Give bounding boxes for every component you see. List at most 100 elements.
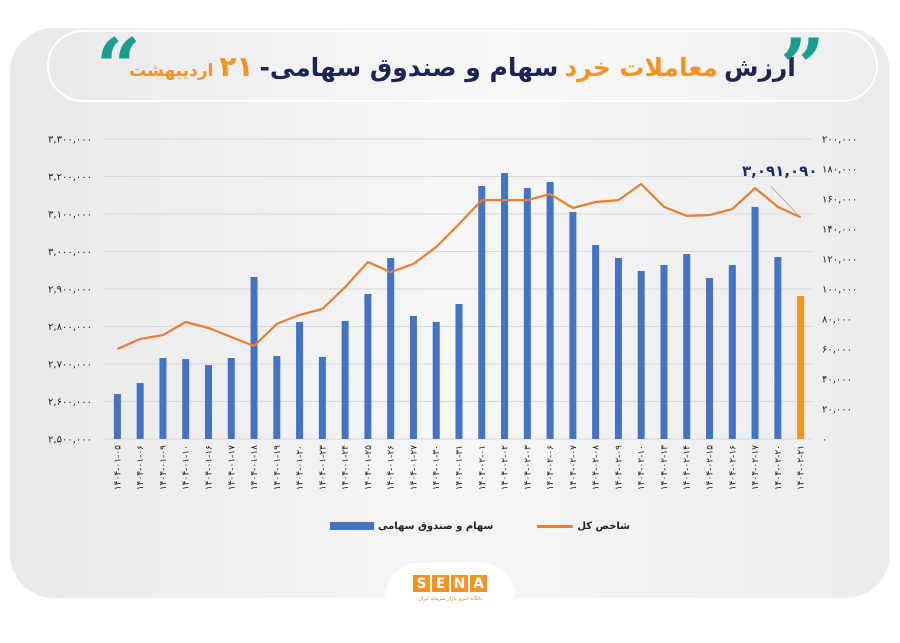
legend-bar-label: سهام و صندوق سهامی [378, 520, 494, 532]
bar [432, 322, 440, 439]
title-part-1: ارزش [723, 52, 796, 82]
left-axis-tick: ۲,۶۰۰,۰۰۰ [48, 397, 92, 408]
bar [250, 277, 258, 439]
bar [523, 188, 531, 439]
right-axis-tick: ۰ [822, 435, 827, 446]
left-axis-tick: ۳,۳۰۰,۰۰۰ [48, 135, 92, 146]
left-axis-tick: ۲,۸۰۰,۰۰۰ [48, 322, 92, 333]
x-axis-tick: ۱۴۰۴-۰۱-۲۳ [318, 445, 328, 490]
annotation-label: ۳,۰۹۱,۰۹۰ [742, 162, 817, 180]
sena-logo: S E N A [413, 575, 487, 592]
bar [614, 257, 622, 439]
x-axis-tick: ۱۴۰۴-۰۱-۲۷ [409, 445, 419, 490]
left-axis-tick: ۲,۷۰۰,۰۰۰ [48, 360, 92, 371]
bar [227, 358, 235, 439]
bar [774, 257, 782, 439]
x-axis-tick: ۱۴۰۴-۰۱-۲۵ [364, 445, 374, 490]
x-axis-tick: ۱۴۰۴-۰۱-۳۰ [432, 445, 442, 490]
x-axis-tick: ۱۴۰۴-۰۲-۰۲ [501, 445, 511, 490]
title-part-2: معاملات خرد [564, 52, 718, 82]
bar [341, 320, 349, 439]
bar [592, 245, 600, 439]
chart-panel [10, 28, 890, 598]
x-axis-tick: ۱۴۰۴-۰۱-۱۶ [204, 445, 214, 490]
left-axis-tick: ۳,۱۰۰,۰۰۰ [48, 210, 92, 221]
right-axis-tick: ۴۰,۰۰۰ [822, 375, 852, 386]
bar [364, 293, 372, 439]
chart-legend: شاخص کل سهام و صندوق سهامی [330, 516, 630, 536]
x-axis-tick: ۱۴۰۴-۰۲-۱۵ [706, 445, 716, 490]
legend-bar-swatch [330, 522, 374, 530]
legend-item-line: شاخص کل [537, 521, 630, 532]
x-axis-tick: ۱۴۰۴-۰۱-۳۱ [455, 445, 465, 490]
x-axis-tick: ۱۴۰۴-۰۲-۲۱ [797, 445, 807, 490]
bar [113, 394, 121, 439]
annotation-leader [770, 185, 799, 216]
x-axis-tick: ۱۴۰۴-۰۲-۱۷ [751, 445, 761, 490]
right-axis-tick: ۲۰,۰۰۰ [822, 405, 852, 416]
bar [478, 185, 486, 439]
bar [204, 365, 212, 439]
x-axis-tick: ۱۴۰۴-۰۲-۱۶ [728, 445, 738, 490]
legend-line-swatch [537, 524, 574, 528]
right-axis-tick: ۱۴۰,۰۰۰ [822, 225, 857, 236]
x-axis-tick: ۱۴۰۴-۰۲-۰۷ [569, 445, 579, 490]
bar [637, 271, 645, 439]
x-axis-tick: ۱۴۰۴-۰۲-۰۳ [523, 445, 533, 490]
x-axis-tick: ۱۴۰۴-۰۲-۰۸ [592, 445, 602, 490]
right-axis-tick: ۱۰۰,۰۰۰ [822, 285, 857, 296]
left-axis-tick: ۳,۲۰۰,۰۰۰ [48, 172, 92, 183]
x-axis-tick: ۱۴۰۴-۰۲-۰۹ [614, 445, 624, 490]
x-axis-tick: ۱۴۰۴-۰۱-۰۹ [159, 445, 169, 490]
quote-close-icon: ” [780, 22, 825, 113]
bar [660, 265, 668, 439]
x-axis-tick: ۱۴۰۴-۰۲-۱۰ [637, 445, 647, 490]
logo-letter: S [413, 575, 430, 592]
x-axis-tick: ۱۴۰۴-۰۱-۱۹ [273, 445, 283, 490]
combo-chart: ۲,۵۰۰,۰۰۰ ۲,۶۰۰,۰۰۰ ۲,۷۰۰,۰۰۰ ۲,۸۰۰,۰۰۰ ۲,۹۰… [48, 135, 857, 491]
x-axis-tick: ۱۴۰۴-۰۱-۲۶ [387, 445, 397, 490]
bar [797, 296, 805, 439]
bar [296, 322, 304, 439]
title-banner: ارزش معاملات خرد سهام و صندوق سهامی- ۲۱ … [47, 30, 878, 102]
bar [273, 356, 281, 439]
left-axis-tick: ۲,۵۰۰,۰۰۰ [48, 435, 92, 446]
x-axis-tick: ۱۴۰۴-۰۱-۲۰ [296, 445, 306, 490]
x-axis-tick: ۱۴۰۴-۰۲-۱۴ [683, 445, 693, 490]
legend-line-label: شاخص کل [577, 520, 630, 532]
x-axis-tick: ۱۴۰۴-۰۲-۰۱ [478, 445, 488, 490]
bar [409, 316, 417, 439]
logo-subtitle: پایگاه خبری بازار سرمایه ایران [418, 596, 482, 602]
left-axis-tick: ۲,۹۰۰,۰۰۰ [48, 285, 92, 296]
bar [159, 358, 167, 439]
x-axis-tick: ۱۴۰۴-۰۱-۰۵ [113, 445, 123, 490]
bar [387, 257, 395, 439]
x-axis-tick: ۱۴۰۴-۰۱-۲۴ [341, 445, 351, 490]
x-axis-tick: ۱۴۰۴-۰۲-۲۰ [774, 445, 784, 490]
bar [728, 265, 736, 439]
bar [546, 182, 554, 440]
page-title: ارزش معاملات خرد سهام و صندوق سهامی- ۲۱ … [129, 50, 796, 83]
bar [136, 383, 144, 439]
bar [751, 206, 759, 439]
right-axis-tick: ۱۸۰,۰۰۰ [822, 165, 857, 176]
right-axis-tick: ۲۰۰,۰۰۰ [822, 135, 857, 146]
x-axis-tick: ۱۴۰۴-۰۱-۱۸ [250, 445, 260, 490]
right-axis-tick: ۶۰,۰۰۰ [822, 345, 852, 356]
index-line [116, 182, 802, 351]
bar [455, 304, 463, 439]
logo-letter: A [470, 575, 487, 592]
right-axis-tick: ۱۶۰,۰۰۰ [822, 195, 857, 206]
x-axis-tick: ۱۴۰۴-۰۲-۱۳ [660, 445, 670, 490]
bar [683, 254, 691, 439]
title-part-5: اردیبهشت [129, 60, 214, 81]
legend-item-bar: سهام و صندوق سهامی [330, 521, 493, 532]
logo-letter: N [451, 575, 468, 592]
title-part-3: سهام و صندوق سهامی- [259, 52, 559, 82]
quote-open-icon: “ [96, 22, 141, 113]
bar [182, 359, 190, 439]
title-part-4: ۲۱ [219, 49, 254, 83]
right-axis-tick: ۱۲۰,۰۰۰ [822, 255, 857, 266]
right-axis-tick: ۸۰,۰۰۰ [822, 315, 852, 326]
bar [569, 212, 577, 439]
